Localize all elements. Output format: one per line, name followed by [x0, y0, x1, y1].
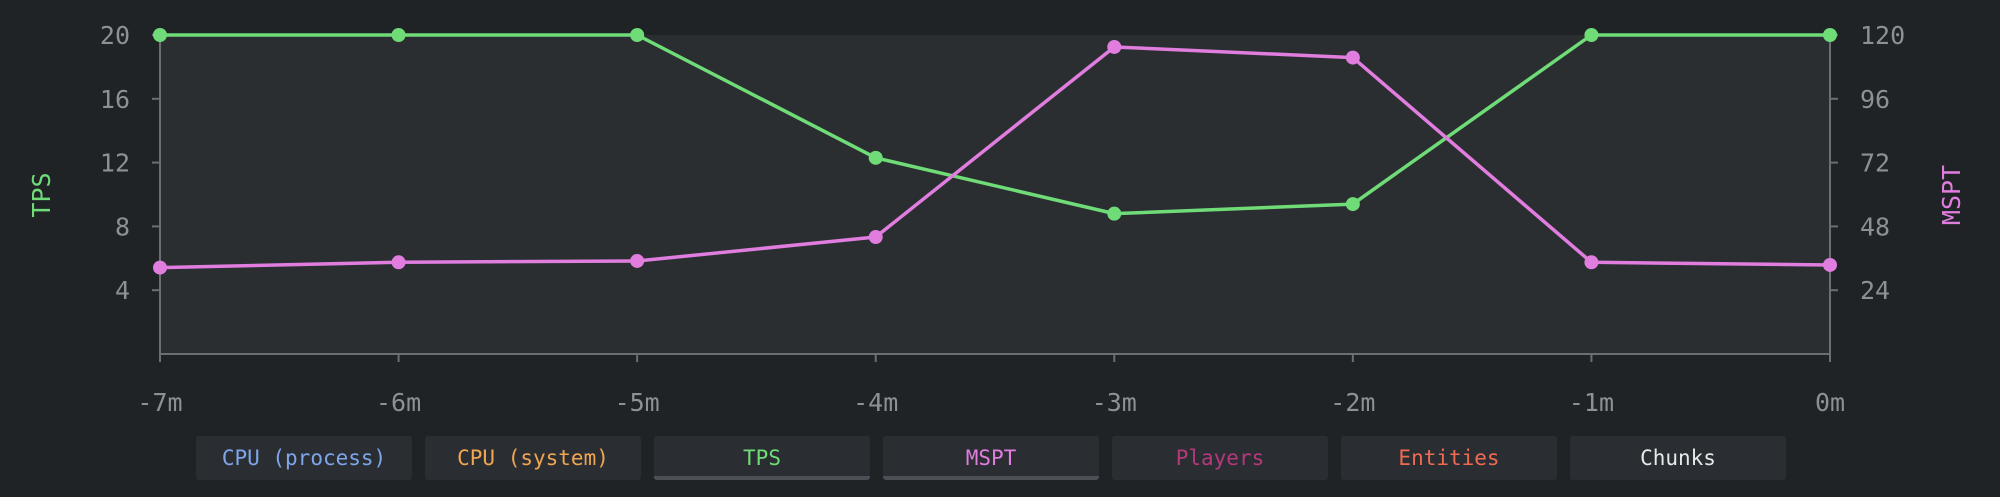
data-point [868, 230, 883, 245]
data-point [1345, 197, 1360, 212]
legend-cpu-process-button[interactable]: CPU (process) [196, 436, 412, 480]
x-tick-label: -3m [1092, 388, 1137, 417]
data-point [1107, 206, 1122, 221]
left-tick-label: 20 [100, 21, 130, 50]
legend-entities-button[interactable]: Entities [1341, 436, 1557, 480]
data-point [153, 28, 167, 42]
plot-area [160, 35, 1830, 354]
left-tick-label: 8 [115, 212, 130, 241]
right-axis-title: MSPT [1937, 165, 1966, 225]
x-tick-label: -4m [853, 388, 898, 417]
legend-label: Entities [1398, 446, 1500, 470]
x-tick-label: -1m [1569, 388, 1614, 417]
data-point [1584, 255, 1599, 270]
series-legend: CPU (process) CPU (system) TPS MSPT Play… [196, 436, 1786, 480]
right-tick-label: 120 [1860, 21, 1905, 50]
data-point [1107, 39, 1122, 54]
right-tick-label: 72 [1860, 149, 1890, 178]
data-point [1823, 257, 1837, 272]
x-tick-label: -2m [1330, 388, 1375, 417]
right-tick-label: 48 [1860, 212, 1890, 241]
left-tick-label: 16 [100, 85, 130, 114]
right-tick-label: 24 [1860, 276, 1890, 305]
legend-players-button[interactable]: Players [1112, 436, 1328, 480]
legend-label: CPU (process) [221, 446, 387, 470]
data-point [1584, 28, 1599, 42]
data-point [630, 253, 645, 268]
legend-label: MSPT [965, 446, 1017, 470]
right-tick-label: 96 [1860, 85, 1890, 114]
x-tick-label: -7m [137, 388, 182, 417]
x-tick-label: -6m [376, 388, 421, 417]
legend-cpu-system-button[interactable]: CPU (system) [425, 436, 641, 480]
data-point [153, 260, 167, 275]
legend-label: CPU (system) [457, 446, 609, 470]
left-tick-label: 12 [100, 149, 130, 178]
legend-label: Players [1175, 446, 1265, 470]
data-point [630, 28, 645, 42]
data-point [391, 28, 406, 42]
data-point [868, 150, 883, 165]
series-line [159, 45, 1831, 270]
legend-mspt-button[interactable]: MSPT [883, 436, 1099, 480]
legend-chunks-button[interactable]: Chunks [1570, 436, 1786, 480]
legend-label: TPS [743, 446, 781, 470]
left-axis-title: TPS [27, 172, 56, 217]
legend-label: Chunks [1640, 446, 1716, 470]
x-tick-label: -5m [615, 388, 660, 417]
series-line [160, 33, 1830, 216]
legend-tps-button[interactable]: TPS [654, 436, 870, 480]
left-tick-label: 4 [115, 276, 130, 305]
data-point [1345, 50, 1360, 65]
data-point [1823, 28, 1837, 42]
chart: 4 8 12 16 20 24 48 72 96 120 -7m -6m -5m -4m -3m -2m -1m… [27, 21, 1966, 417]
data-point [391, 255, 406, 270]
x-tick-label: 0m [1815, 388, 1845, 417]
